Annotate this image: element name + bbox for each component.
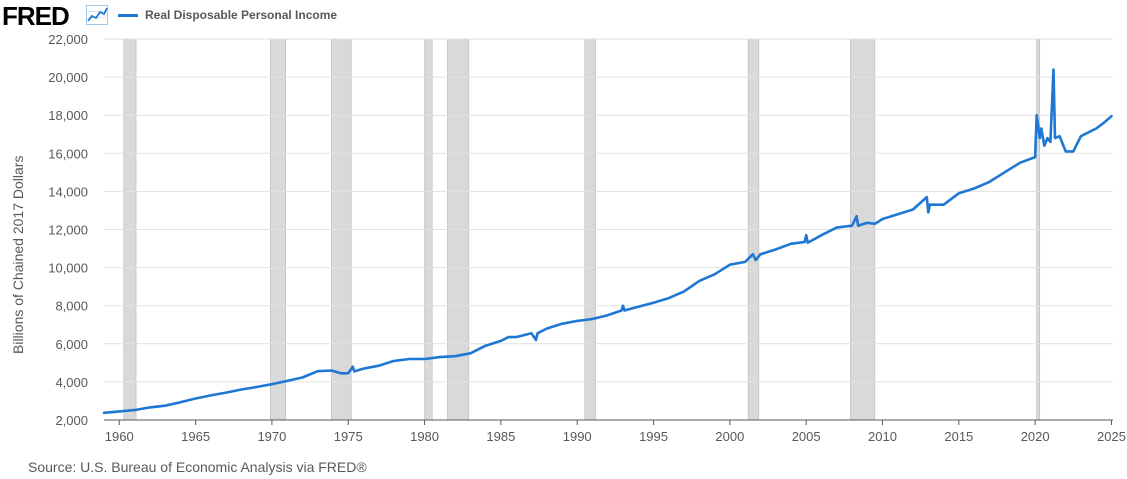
x-tick-label: 1970 xyxy=(257,429,286,444)
x-tick-label: 2025 xyxy=(1097,429,1126,444)
x-tick-label: 2005 xyxy=(792,429,821,444)
series-line xyxy=(102,68,1113,415)
y-tick-label: 10,000 xyxy=(48,261,88,276)
legend-swatch xyxy=(118,14,138,17)
x-tick-label: 2000 xyxy=(715,429,744,444)
y-tick-label: 8,000 xyxy=(55,299,88,314)
y-tick-label: 6,000 xyxy=(55,337,88,352)
y-tick-label: 2,000 xyxy=(55,413,88,428)
fred-logo[interactable]: FRED xyxy=(2,1,70,31)
x-tick-label: 2020 xyxy=(1021,429,1050,444)
line-chart-icon xyxy=(86,5,108,25)
legend-label: Real Disposable Personal Income xyxy=(145,8,338,22)
y-tick-label: 14,000 xyxy=(48,184,88,199)
x-tick-label: 1965 xyxy=(181,429,210,444)
y-tick-label: 20,000 xyxy=(48,70,88,85)
chart-header: FRED Real Disposable Personal Income xyxy=(0,0,1127,32)
x-tick-label: 1960 xyxy=(105,429,134,444)
y-tick-label: 22,000 xyxy=(48,32,88,47)
x-tick-label: 2015 xyxy=(944,429,973,444)
source-note: Source: U.S. Bureau of Economic Analysis… xyxy=(28,459,367,475)
x-tick-label: 1985 xyxy=(486,429,515,444)
y-tick-label: 4,000 xyxy=(55,375,88,390)
gridlines xyxy=(104,38,1113,421)
y-axis-ticks: 2,000 4,000 6,000 8,000 10,000 12,000 14,000 16… xyxy=(48,32,88,428)
x-tick-label: 1980 xyxy=(410,429,439,444)
y-axis-label: Billions of Chained 2017 Dollars xyxy=(10,155,26,354)
line-chart: 2,000 4,000 6,000 8,000 10,000 12,000 14,000 16… xyxy=(48,32,1126,444)
y-tick-label: 12,000 xyxy=(48,223,88,238)
y-tick-label: 18,000 xyxy=(48,108,88,123)
x-tick-label: 1990 xyxy=(563,429,592,444)
x-axis-ticks: 1960 1965 1970 1975 1980 1985 1990 1995 2000 2005… xyxy=(104,419,1126,444)
x-tick-label: 2010 xyxy=(868,429,897,444)
x-tick-label: 1975 xyxy=(334,429,363,444)
series-layer xyxy=(102,68,1113,415)
x-tick-label: 1995 xyxy=(639,429,668,444)
y-tick-label: 16,000 xyxy=(48,146,88,161)
